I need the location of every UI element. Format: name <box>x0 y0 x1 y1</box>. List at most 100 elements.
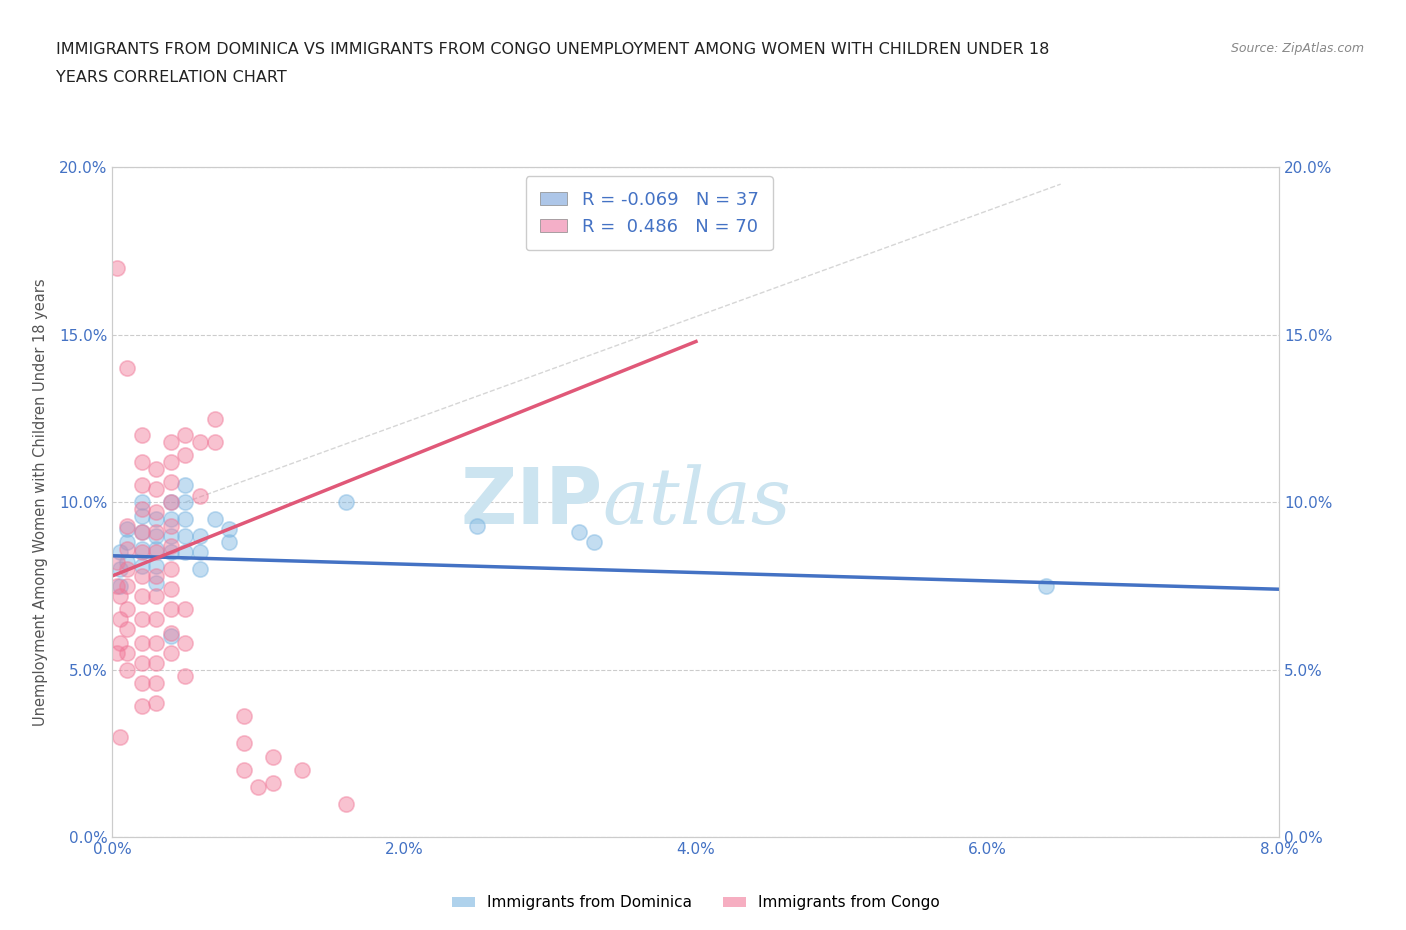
Point <box>131 478 153 493</box>
Point <box>145 505 167 520</box>
Point <box>131 656 153 671</box>
Point <box>188 545 211 560</box>
Point <box>145 525 167 539</box>
Point <box>160 512 183 526</box>
Point <box>160 629 183 644</box>
Point <box>131 455 153 470</box>
Point <box>174 669 197 684</box>
Point <box>145 461 167 476</box>
Point <box>115 541 138 556</box>
Point <box>108 635 131 650</box>
Point <box>145 568 167 583</box>
Point <box>145 612 167 627</box>
Point <box>218 522 240 537</box>
Point <box>145 675 167 690</box>
Point <box>204 512 226 526</box>
Point <box>160 495 183 510</box>
Point <box>204 434 226 449</box>
Point <box>115 662 138 677</box>
Point <box>188 488 211 503</box>
Point <box>131 541 153 556</box>
Point <box>160 455 183 470</box>
Point <box>465 518 488 533</box>
Point <box>160 545 183 560</box>
Point <box>160 625 183 640</box>
Point <box>108 562 131 577</box>
Point <box>131 568 153 583</box>
Point <box>174 448 197 463</box>
Point <box>131 508 153 523</box>
Point <box>174 602 197 617</box>
Point <box>131 612 153 627</box>
Point <box>115 622 138 637</box>
Point <box>160 602 183 617</box>
Point <box>247 779 270 794</box>
Point <box>188 562 211 577</box>
Point <box>160 645 183 660</box>
Point <box>145 558 167 573</box>
Point <box>115 361 138 376</box>
Text: ZIP: ZIP <box>460 464 603 540</box>
Point <box>174 495 197 510</box>
Point <box>115 578 138 593</box>
Point <box>145 528 167 543</box>
Point <box>145 482 167 497</box>
Point <box>145 696 167 711</box>
Point <box>174 635 197 650</box>
Point <box>174 478 197 493</box>
Y-axis label: Unemployment Among Women with Children Under 18 years: Unemployment Among Women with Children U… <box>34 278 48 726</box>
Point <box>105 578 128 593</box>
Point <box>291 763 314 777</box>
Point <box>115 602 138 617</box>
Point <box>160 582 183 597</box>
Point <box>105 645 128 660</box>
Point <box>145 541 167 556</box>
Text: IMMIGRANTS FROM DOMINICA VS IMMIGRANTS FROM CONGO UNEMPLOYMENT AMONG WOMEN WITH : IMMIGRANTS FROM DOMINICA VS IMMIGRANTS F… <box>56 42 1050 57</box>
Point <box>232 709 254 724</box>
Point <box>160 518 183 533</box>
Point <box>115 555 138 570</box>
Point <box>105 555 128 570</box>
Point <box>160 434 183 449</box>
Point <box>188 528 211 543</box>
Point <box>105 260 128 275</box>
Point <box>174 512 197 526</box>
Point <box>108 545 131 560</box>
Point <box>262 776 284 790</box>
Point <box>160 495 183 510</box>
Point <box>174 545 197 560</box>
Point <box>232 736 254 751</box>
Point <box>108 589 131 604</box>
Point <box>160 538 183 553</box>
Point <box>204 411 226 426</box>
Legend: Immigrants from Dominica, Immigrants from Congo: Immigrants from Dominica, Immigrants fro… <box>446 889 946 916</box>
Point <box>131 589 153 604</box>
Point <box>108 729 131 744</box>
Point <box>174 528 197 543</box>
Point <box>582 535 605 550</box>
Point <box>108 578 131 593</box>
Point <box>1035 578 1057 593</box>
Text: Source: ZipAtlas.com: Source: ZipAtlas.com <box>1230 42 1364 55</box>
Point <box>160 474 183 489</box>
Point <box>131 635 153 650</box>
Point <box>145 635 167 650</box>
Point <box>131 495 153 510</box>
Point <box>131 525 153 539</box>
Point <box>174 428 197 443</box>
Point <box>131 428 153 443</box>
Point <box>218 535 240 550</box>
Point <box>131 699 153 714</box>
Point <box>188 434 211 449</box>
Point <box>262 750 284 764</box>
Point <box>145 545 167 560</box>
Point <box>115 522 138 537</box>
Point <box>160 562 183 577</box>
Point <box>335 495 357 510</box>
Point <box>115 518 138 533</box>
Text: atlas: atlas <box>603 464 792 540</box>
Text: YEARS CORRELATION CHART: YEARS CORRELATION CHART <box>56 70 287 85</box>
Point <box>145 575 167 590</box>
Point <box>335 796 357 811</box>
Point <box>131 501 153 516</box>
